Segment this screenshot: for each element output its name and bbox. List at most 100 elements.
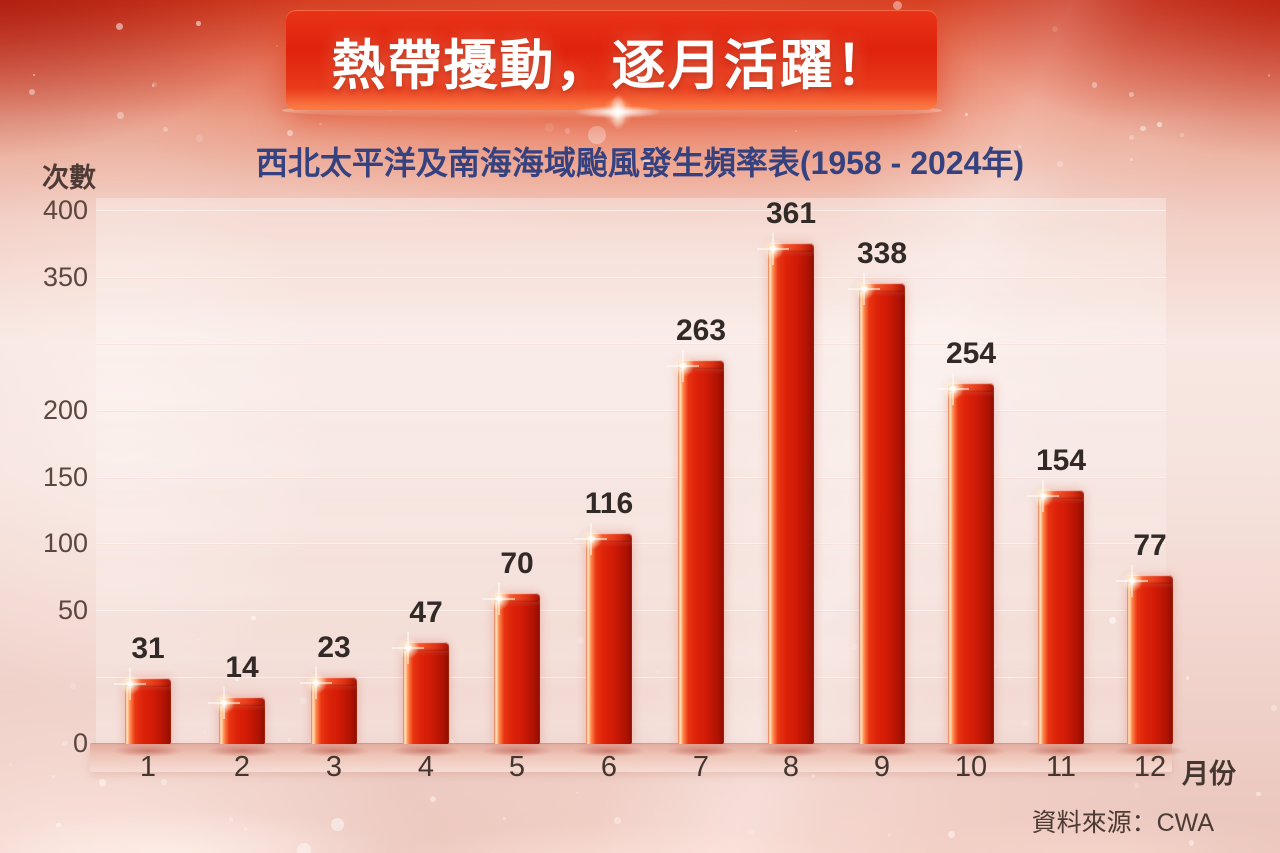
bar-month-2: [208, 687, 265, 744]
bokeh-dot: [196, 20, 201, 26]
bokeh-dot: [116, 23, 123, 30]
bokeh-dot: [9, 763, 12, 766]
bokeh-dot: [1256, 792, 1261, 797]
bokeh-dot: [99, 779, 106, 786]
x-tick-label-month-5: 5: [508, 751, 526, 783]
bokeh-dot: [564, 128, 571, 134]
bokeh-dot: [1129, 91, 1135, 97]
bokeh-dot: [162, 126, 168, 132]
gridline: [96, 410, 1166, 412]
bar-value-label: 154: [1035, 444, 1087, 477]
y-axis-title: 次數: [42, 163, 96, 193]
bar-reflection: [664, 745, 738, 757]
bokeh-dot: [1092, 82, 1098, 88]
bokeh-dot: [56, 822, 61, 828]
bar-reflection: [1113, 745, 1187, 757]
x-tick-label-month-6: 6: [600, 751, 618, 783]
bokeh-dot: [887, 833, 891, 837]
bokeh-dot: [503, 817, 507, 821]
title-banner: 熱帶擾動，逐月活躍！: [286, 10, 937, 110]
x-tick-label-month-1: 1: [139, 751, 157, 783]
bokeh-dot: [243, 827, 248, 831]
x-tick-label-month-9: 9: [873, 751, 891, 783]
bokeh-dot: [28, 88, 35, 95]
gridline: [96, 210, 1166, 212]
x-tick-label-month-4: 4: [417, 751, 435, 783]
bokeh-dot: [964, 112, 969, 117]
bokeh-dot: [576, 791, 580, 795]
bar-reflection: [754, 745, 828, 757]
bokeh-dot: [32, 73, 36, 77]
x-tick-label-month-8: 8: [782, 751, 800, 783]
bar-reflection: [572, 745, 646, 757]
bokeh-dot: [1271, 705, 1278, 711]
bokeh-dot: [1051, 25, 1058, 32]
bokeh-dot: [116, 112, 124, 119]
bokeh-dot: [794, 129, 798, 132]
bokeh-dot: [70, 683, 76, 690]
y-tick-label: 0: [72, 728, 88, 758]
bar-month-8: [757, 233, 814, 744]
y-tick-label: 400: [42, 195, 88, 225]
bokeh-dot: [1157, 121, 1162, 127]
bar-value-label: 47: [409, 596, 443, 629]
bokeh-dot: [748, 828, 755, 836]
bokeh-dot: [228, 817, 234, 822]
bar-month-4: [392, 632, 449, 744]
bar-month-6: [575, 523, 632, 744]
gridline: [96, 277, 1166, 279]
bar-month-12: [1116, 565, 1173, 744]
bar-reflection: [480, 745, 554, 757]
bokeh-dot: [151, 84, 155, 87]
bar-month-1: [114, 668, 171, 744]
x-tick-label-month-3: 3: [325, 751, 343, 783]
bokeh-dot: [1267, 74, 1271, 77]
bar-month-10: [937, 373, 994, 744]
bar-month-11: [1027, 480, 1084, 744]
data-source-caption: 資料來源：CWA: [1031, 809, 1214, 837]
bar-value-label: 361: [765, 197, 817, 230]
x-tick-label-month-7: 7: [692, 751, 710, 783]
bokeh-dot: [276, 44, 279, 47]
bar-value-label: 14: [225, 651, 259, 684]
bar-value-label: 263: [675, 314, 727, 347]
bar-reflection: [297, 745, 371, 757]
bar-value-label: 70: [500, 547, 534, 580]
bar-value-label: 77: [1133, 529, 1167, 562]
x-tick-label-month-10: 10: [954, 751, 988, 783]
gridline: [96, 477, 1166, 479]
bokeh-dot: [1189, 840, 1195, 846]
bokeh-dot: [52, 775, 55, 778]
x-tick-label-month-11: 11: [1045, 751, 1077, 783]
bar-reflection: [1024, 745, 1098, 757]
bokeh-dot: [947, 830, 955, 838]
bar-value-label: 254: [945, 337, 997, 370]
x-tick-label-month-2: 2: [233, 751, 251, 783]
bar-reflection: [111, 745, 185, 757]
y-tick-label: 100: [42, 528, 88, 558]
x-axis-baseline: [90, 744, 1172, 772]
bar-value-label: 23: [317, 631, 351, 664]
x-tick-label-month-12: 12: [1133, 751, 1167, 783]
bar-value-label: 31: [131, 632, 165, 665]
bokeh-dot: [331, 817, 345, 831]
bokeh-dot: [1140, 125, 1146, 132]
bar-reflection: [205, 745, 279, 757]
bokeh-dot: [319, 123, 322, 126]
bokeh-dot: [1185, 676, 1190, 680]
x-axis-title: 月份: [1182, 759, 1236, 789]
bar-month-3: [300, 667, 357, 744]
bar-value-label: 116: [584, 487, 634, 520]
bokeh-dot: [429, 796, 436, 803]
bar-value-label: 338: [856, 237, 908, 270]
chart-subtitle: 西北太平洋及南海海域颱風發生頻率表(1958 - 2024年): [255, 145, 1025, 181]
y-tick-label: 200: [42, 395, 88, 425]
y-tick-label: 150: [42, 462, 88, 492]
bokeh-dot: [286, 129, 293, 136]
bar-reflection: [934, 745, 1008, 757]
bokeh-dot: [151, 82, 157, 88]
bar-month-5: [483, 583, 540, 744]
bar-reflection: [845, 745, 919, 757]
gridline: [96, 343, 1166, 345]
